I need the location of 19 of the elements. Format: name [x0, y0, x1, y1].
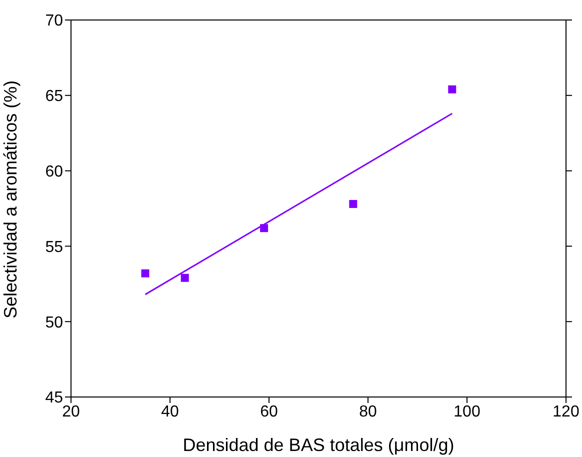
- x-tick-label: 20: [62, 403, 80, 420]
- y-tick-label: 60: [45, 163, 64, 180]
- y-tick-label: 70: [45, 12, 64, 30]
- x-tick-label: 40: [161, 403, 179, 420]
- x-tick-label: 100: [454, 403, 480, 420]
- y-tick-label: 55: [45, 238, 64, 256]
- x-axis-title: Densidad de BAS totales (μmol/g): [182, 435, 454, 455]
- y-axis-title: Selectividad a aromáticos (%): [0, 80, 20, 318]
- x-tick-label: 80: [359, 403, 377, 420]
- point: [141, 269, 150, 278]
- x-tick-label: 120: [552, 403, 580, 420]
- point: [180, 274, 189, 282]
- point: [349, 200, 358, 208]
- y-tick-label: 65: [45, 88, 64, 106]
- y-tick-label: 50: [45, 314, 64, 332]
- x-tick-label: 60: [260, 403, 278, 420]
- point: [260, 224, 268, 232]
- point: [448, 85, 456, 94]
- y-tick-label: 45: [45, 390, 64, 407]
